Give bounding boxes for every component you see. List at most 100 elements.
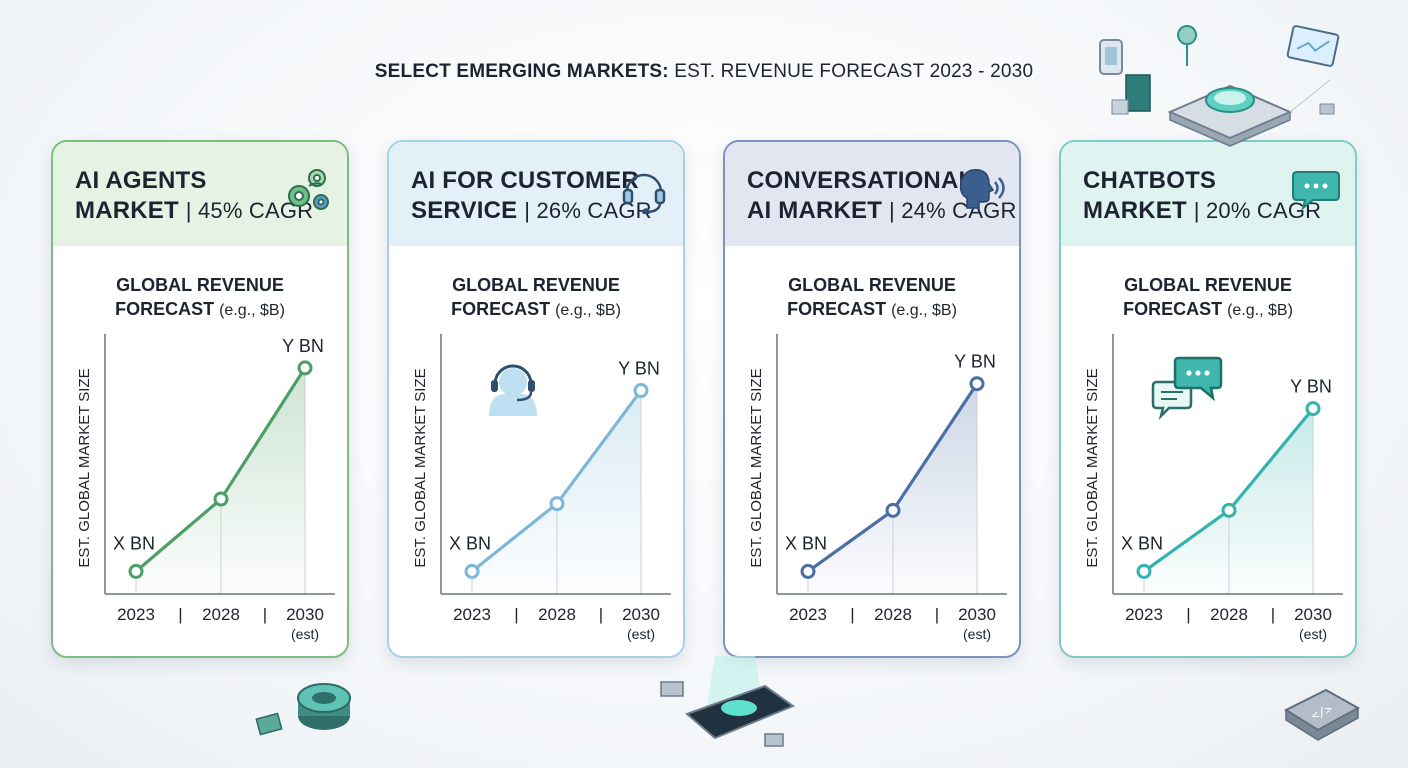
x-tick-label: 2030 — [958, 605, 996, 624]
x-tick-label: 2030 — [1294, 605, 1332, 624]
subtitle-unit: (e.g., $B) — [555, 302, 621, 319]
card-title: AI AGENTS MARKET | 45% CAGR — [75, 166, 347, 226]
end-value-label: Y BN — [282, 336, 324, 356]
agent-avatar-icon — [489, 364, 537, 416]
x-tick-label: 2023 — [789, 605, 827, 624]
data-point — [464, 563, 480, 579]
y-axis-label: EST. GLOBAL MARKET SIZE — [1084, 368, 1101, 567]
start-value-label: X BN — [1121, 533, 1163, 553]
line-chart: EST. GLOBAL MARKET SIZE X BN Y BN 2023 2028 2… — [1084, 334, 1343, 642]
chart-subtitle: GLOBAL REVENUE FORECAST (e.g., $B) — [1061, 273, 1355, 323]
monitor-icon — [1286, 25, 1340, 67]
market-name: SERVICE — [411, 197, 518, 224]
tick-separator: | — [1271, 605, 1275, 624]
tick-separator: | — [178, 605, 182, 624]
card-title-line1: AI AGENTS — [75, 167, 207, 194]
data-point — [128, 563, 144, 579]
subtitle-line1: GLOBAL REVENUE — [788, 275, 956, 295]
market-name: MARKET — [1083, 197, 1187, 224]
market-card: CONVERSATIONAL AI MARKET | 24% CAGR GLOBA… — [723, 140, 1021, 658]
subtitle-line2: FORECAST (e.g., $B) — [1061, 297, 1355, 323]
x-tick-label: 2028 — [202, 605, 240, 624]
market-card: AI AGENTS MARKET | 45% CAGR GLOBAL REVENU… — [51, 140, 349, 658]
card-title-line1: AI FOR CUSTOMER — [411, 167, 639, 194]
code-tile-illustration: </> — [1283, 688, 1361, 741]
x-tick-note: (est) — [1299, 626, 1327, 642]
data-point — [969, 376, 985, 392]
subtitle-line1: GLOBAL REVENUE — [116, 275, 284, 295]
market-card: CHATBOTS MARKET | 20% CAGR GLOBAL REVENUE… — [1059, 140, 1357, 658]
subtitle-unit: (e.g., $B) — [1227, 302, 1293, 319]
tick-separator: | — [1186, 605, 1190, 624]
card-title: CONVERSATIONAL AI MARKET | 24% CAGR — [747, 166, 1019, 226]
tick-separator: | — [514, 605, 518, 624]
subtitle-line2: FORECAST (e.g., $B) — [53, 297, 347, 323]
subtitle-forecast: FORECAST — [1123, 299, 1223, 319]
tick-separator: | — [599, 605, 603, 624]
tick-separator: | — [263, 605, 267, 624]
card-header: AI FOR CUSTOMER SERVICE | 26% CAGR — [389, 142, 683, 246]
end-value-label: Y BN — [618, 359, 660, 379]
data-point — [549, 496, 565, 512]
end-value-label: Y BN — [1290, 377, 1332, 397]
tick-separator: | — [850, 605, 854, 624]
cagr-label: | 24% CAGR — [889, 198, 1017, 223]
end-value-label: Y BN — [954, 352, 996, 372]
data-point — [213, 491, 229, 507]
data-point — [633, 383, 649, 399]
data-point — [1305, 401, 1321, 417]
y-axis-label: EST. GLOBAL MARKET SIZE — [76, 368, 93, 567]
phone-hologram-illustration — [660, 656, 796, 747]
database-coin-illustration — [255, 683, 351, 736]
location-pin-icon — [1177, 25, 1198, 67]
x-tick-label: 2023 — [117, 605, 155, 624]
data-point — [800, 563, 816, 579]
card-header: AI AGENTS MARKET | 45% CAGR — [53, 142, 347, 246]
headset-icon — [622, 173, 666, 214]
start-value-label: X BN — [785, 533, 827, 553]
subtitle-line2: FORECAST (e.g., $B) — [389, 297, 683, 323]
page-title-bold: SELECT EMERGING MARKETS: — [374, 61, 669, 82]
x-tick-note: (est) — [627, 626, 655, 642]
subtitle-unit: (e.g., $B) — [891, 302, 957, 319]
line-chart: EST. GLOBAL MARKET SIZE X BN Y BN 2023 2028 2… — [412, 334, 671, 642]
subtitle-line2: FORECAST (e.g., $B) — [725, 297, 1019, 323]
chat-bubble-icon — [1292, 171, 1340, 211]
subtitle-forecast: FORECAST — [787, 299, 887, 319]
chart-subtitle: GLOBAL REVENUE FORECAST (e.g., $B) — [53, 273, 347, 323]
x-tick-label: 2030 — [622, 605, 660, 624]
x-tick-label: 2023 — [453, 605, 491, 624]
subtitle-unit: (e.g., $B) — [219, 302, 285, 319]
line-chart: EST. GLOBAL MARKET SIZE X BN Y BN 2023 2028 2… — [748, 334, 1007, 642]
card-title-line2: SERVICE | 26% CAGR — [411, 196, 683, 226]
card-title-line1: CHATBOTS — [1083, 167, 1217, 194]
speaking-head-icon — [959, 169, 1005, 209]
tick-separator: | — [935, 605, 939, 624]
cube-icon — [1125, 74, 1151, 112]
x-tick-note: (est) — [963, 626, 991, 642]
subtitle-line1: GLOBAL REVENUE — [1124, 275, 1292, 295]
line-chart: EST. GLOBAL MARKET SIZE X BN Y BN 2023 2028 2… — [76, 334, 335, 642]
data-point — [297, 360, 313, 376]
area-fill — [472, 390, 641, 594]
x-tick-note: (est) — [291, 626, 319, 642]
card-header: CONVERSATIONAL AI MARKET | 24% CAGR — [725, 142, 1019, 246]
card-header: CHATBOTS MARKET | 20% CAGR — [1061, 142, 1355, 246]
x-tick-label: 2028 — [1210, 605, 1248, 624]
x-tick-label: 2028 — [538, 605, 576, 624]
market-card: AI FOR CUSTOMER SERVICE | 26% CAGR GLOBAL… — [387, 140, 685, 658]
x-tick-label: 2028 — [874, 605, 912, 624]
x-tick-label: 2030 — [286, 605, 324, 624]
tech-platform-illustration — [1099, 25, 1340, 147]
start-value-label: X BN — [113, 533, 155, 553]
card-title-line2: AI MARKET | 24% CAGR — [747, 196, 1019, 226]
chat-bubbles-icon — [1151, 356, 1223, 421]
chart-subtitle: GLOBAL REVENUE FORECAST (e.g., $B) — [389, 273, 683, 323]
card-title-line1: CONVERSATIONAL — [747, 167, 974, 194]
y-axis-label: EST. GLOBAL MARKET SIZE — [748, 368, 765, 567]
card-title: CHATBOTS MARKET | 20% CAGR — [1083, 166, 1355, 226]
x-tick-label: 2023 — [1125, 605, 1163, 624]
data-point — [1221, 502, 1237, 518]
subtitle-line1: GLOBAL REVENUE — [452, 275, 620, 295]
cagr-label: | 20% CAGR — [1193, 198, 1322, 223]
